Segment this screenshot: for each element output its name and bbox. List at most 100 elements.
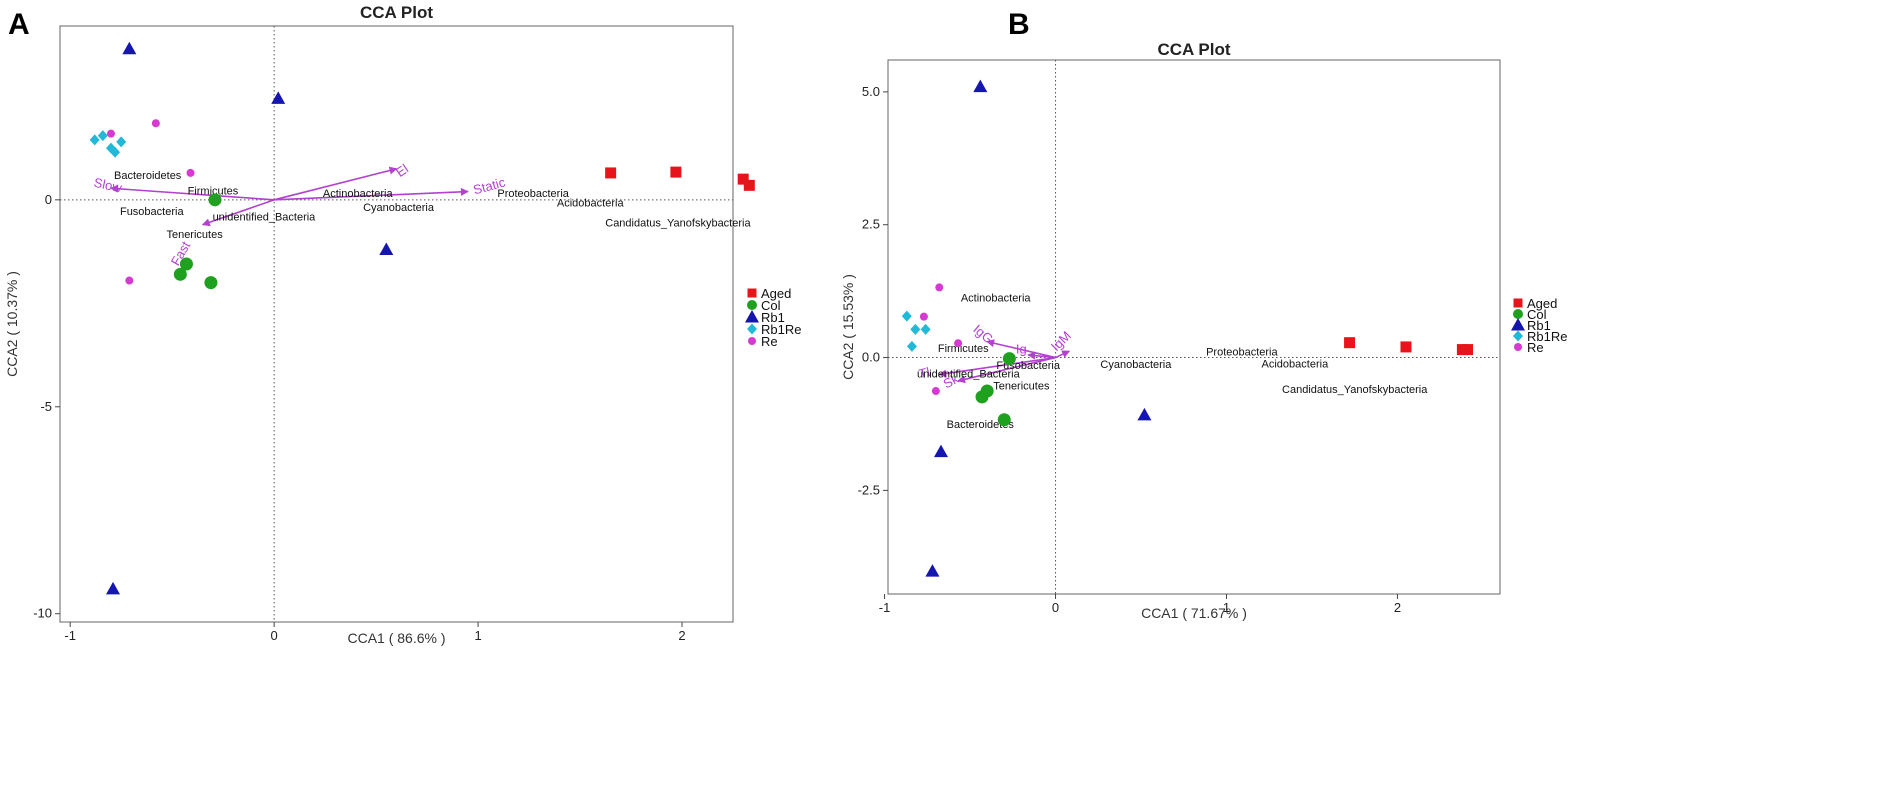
a-y-axis-label: CCA2 ( 10.37% ) <box>4 271 20 377</box>
a-species-label: Acidobacteria <box>557 198 625 210</box>
a-legend-marker-rb1re <box>747 323 757 335</box>
b-x-tick-label: 2 <box>1394 600 1401 615</box>
a-y-tick-label: -10 <box>33 606 52 621</box>
a-point-col <box>173 267 187 281</box>
b-legend-label-re: Re <box>1527 340 1544 355</box>
a-plot-frame <box>59 25 734 623</box>
b-point-re <box>954 339 963 348</box>
b-point-rb1re <box>901 310 912 322</box>
a-point-re <box>186 168 195 177</box>
b-point-rb1re <box>906 340 917 352</box>
b-env-label-ig: Ig <box>1016 341 1027 356</box>
b-legend-label-col: Col <box>1527 307 1547 322</box>
a-legend-marker-aged <box>747 288 757 298</box>
a-point-col <box>204 276 218 290</box>
a-point-col <box>208 193 222 207</box>
b-point-rb1re <box>910 323 921 335</box>
a-legend-marker-col <box>747 300 757 310</box>
panel-b-chart: CCA Plot -1 0 1 2 -2.5 0.0 2.5 5.0 CCA1 ( 71.67% … <box>840 40 1567 621</box>
b-point-rb1 <box>933 444 948 458</box>
b-point-aged <box>1344 337 1356 349</box>
a-point-rb1re <box>116 136 127 148</box>
b-species-label: Candidatus_Yanofskybacteria <box>1282 384 1428 396</box>
a-point-rb1re <box>110 146 121 158</box>
b-plot-frame <box>887 59 1501 595</box>
a-species-label: Tenericutes <box>166 229 223 241</box>
b-legend-marker-col <box>1513 309 1523 319</box>
a-species-label: Fusobacteria <box>120 206 184 218</box>
a-point-aged <box>743 179 755 191</box>
b-y-tick-label: -2.5 <box>858 482 880 497</box>
b-point-aged <box>1400 341 1412 353</box>
a-species-label: unidentified_Bacteria <box>213 211 317 223</box>
b-species-label: Cyanobacteria <box>1100 359 1172 371</box>
a-x-tick-label: 2 <box>678 628 685 643</box>
a-legend-marker-rb1 <box>745 310 759 323</box>
b-point-col <box>1002 352 1016 366</box>
a-x-tick-label: 1 <box>474 628 481 643</box>
a-x-tick-label: 0 <box>271 628 278 643</box>
b-env-label-igm: IgM <box>1048 328 1074 354</box>
b-env-arrow-igg <box>986 339 1056 359</box>
a-point-aged <box>737 173 749 185</box>
panel-b-letter: B <box>1008 8 1030 41</box>
a-legend-marker-re <box>748 337 756 345</box>
b-point-rb1 <box>925 564 940 577</box>
b-chart-title: CCA Plot <box>1157 40 1230 59</box>
a-x-tick-label: -1 <box>64 628 76 643</box>
a-species-label: Actinobacteria <box>323 188 394 200</box>
b-x-tick-label: 1 <box>1223 600 1230 615</box>
b-point-rb1 <box>973 79 988 93</box>
b-env-arrow-tl <box>938 356 1056 378</box>
a-point-re <box>151 119 160 128</box>
a-chart-title: CCA Plot <box>360 3 433 22</box>
a-species-label: Cyanobacteria <box>363 202 435 214</box>
b-legend-marker-rb1re <box>1513 330 1523 342</box>
a-point-aged <box>605 167 617 179</box>
b-legend-label-rb1: Rb1 <box>1527 318 1551 333</box>
b-point-rb1re <box>920 323 931 335</box>
b-species-label: Acidobacteria <box>1262 358 1330 370</box>
b-species-label: Tenericutes <box>993 381 1050 393</box>
b-legend-marker-aged <box>1513 298 1523 308</box>
b-species-label: Bacteroidetes <box>947 419 1015 431</box>
a-env-label-el: El <box>393 161 411 180</box>
b-x-axis-label: CCA1 ( 71.67% ) <box>1141 605 1247 621</box>
a-point-rb1 <box>106 581 121 595</box>
b-point-re <box>935 283 944 292</box>
a-species-label: Bacteroidetes <box>114 170 182 182</box>
b-env-arrow-sk <box>957 356 1056 384</box>
a-point-re <box>125 276 134 285</box>
a-env-arrow-static <box>274 187 469 201</box>
b-y-axis-label: CCA2 ( 15.53% ) <box>840 274 856 380</box>
b-species-label: Firmicutes <box>938 343 989 355</box>
a-point-col <box>179 257 193 271</box>
a-x-axis-label: CCA1 ( 86.6% ) <box>347 630 445 646</box>
a-point-rb1 <box>122 41 137 55</box>
b-species-label: Proteobacteria <box>1206 347 1278 359</box>
a-point-aged <box>670 166 682 178</box>
b-env-label-sk: Sk <box>941 371 962 392</box>
b-legend-marker-rb1 <box>1511 318 1525 331</box>
b-legend-label-rb1re: Rb1Re <box>1527 329 1567 344</box>
b-species-label: Actinobacteria <box>961 293 1032 305</box>
b-y-tick-label: 0.0 <box>862 350 880 365</box>
a-legend-label-aged: Aged <box>761 286 791 301</box>
a-env-arrow-fast <box>201 199 275 227</box>
b-point-col <box>975 390 989 404</box>
b-y-tick-label: 5.0 <box>862 84 880 99</box>
a-y-tick-label: 0 <box>45 192 52 207</box>
b-point-aged <box>1462 344 1474 356</box>
b-legend-label-aged: Aged <box>1527 296 1557 311</box>
a-y-tick-label: -5 <box>40 399 52 414</box>
a-env-label-slow: Slow <box>92 175 123 196</box>
b-point-re <box>931 387 940 396</box>
b-point-col <box>997 413 1011 427</box>
b-x-tick-label: -1 <box>879 600 891 615</box>
b-env-arrow-ig <box>1027 351 1056 360</box>
a-point-re <box>106 129 115 138</box>
b-legend-marker-re <box>1514 343 1522 351</box>
a-species-label: Proteobacteria <box>497 188 569 200</box>
b-env-label-tl: Tl <box>917 364 931 381</box>
